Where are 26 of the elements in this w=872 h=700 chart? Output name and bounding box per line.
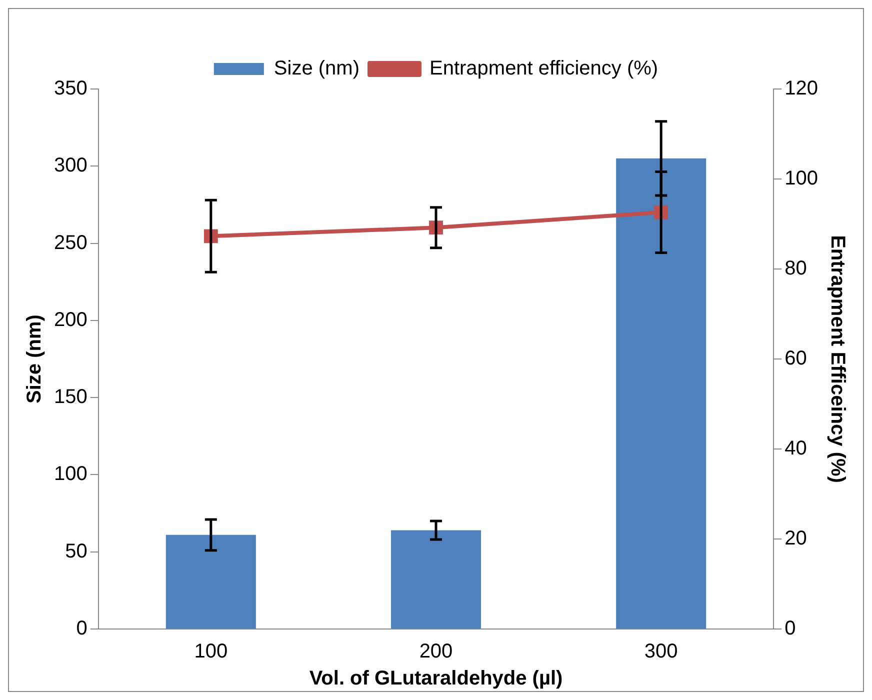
y2-tick-label: 120 (784, 78, 818, 100)
y2-tick-label: 20 (784, 528, 807, 550)
y-axis-title: Size (nm) (24, 314, 46, 404)
legend-label: Size (nm) (274, 58, 360, 80)
x-axis-title: Vol. of GLutaraldehyde (µl) (309, 668, 563, 690)
y-tick-label: 150 (54, 386, 88, 408)
y2-tick-label: 40 (784, 438, 807, 460)
y2-tick-label: 0 (784, 618, 796, 640)
y-tick-label: 350 (54, 78, 88, 100)
y2-tick-label: 60 (784, 348, 807, 370)
x-tick-label: 200 (419, 640, 453, 663)
x-tick-label: 100 (194, 640, 228, 663)
y-tick-label: 100 (54, 463, 88, 486)
y2-axis-title: Entrapment Efficeincy (%) (826, 235, 848, 483)
bar (616, 158, 706, 628)
y-tick-label: 200 (54, 308, 88, 331)
legend-label: Entrapment efficiency (%) (429, 58, 658, 80)
x-tick-label: 300 (644, 640, 678, 663)
y2-tick-label: 80 (784, 258, 807, 280)
y-tick-label: 250 (54, 232, 88, 254)
bar (390, 530, 482, 628)
bar (166, 534, 256, 628)
y-tick-label: 300 (54, 154, 88, 177)
y2-tick-label: 100 (784, 168, 818, 190)
y-tick-label: 50 (65, 540, 88, 562)
y-tick-label: 0 (76, 618, 88, 640)
